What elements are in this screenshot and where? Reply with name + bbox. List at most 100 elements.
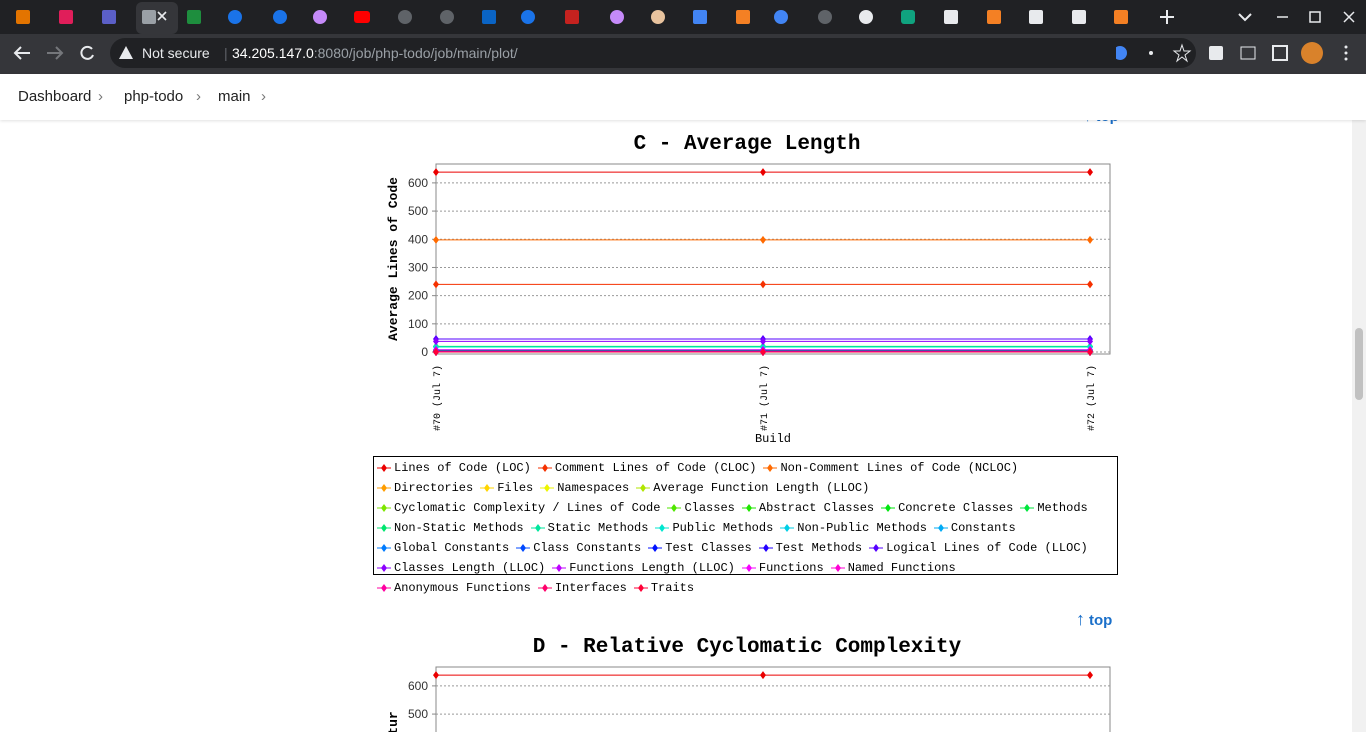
forward-button[interactable] [47, 46, 64, 60]
legend-marker [780, 524, 795, 532]
legend-label: Cyclomatic Complexity / Lines of Code [394, 501, 661, 515]
data-point [1087, 168, 1093, 177]
legend-label: Files [497, 481, 534, 495]
legend-label: Constants [950, 521, 1016, 535]
breadcrumb[interactable]: php-todo [124, 88, 184, 105]
new-tab[interactable] [1160, 10, 1174, 24]
plot-area [435, 666, 1111, 732]
legend-label: Average Function Length (LLOC) [653, 481, 870, 495]
legend-marker [741, 504, 756, 512]
data-point [433, 235, 439, 244]
legend-label: Non-Public Methods [797, 521, 927, 535]
x-tick-label: #71 (Jul 7) [759, 365, 771, 431]
x-tick-label: #72 (Jul 7) [1086, 365, 1098, 431]
x-tick-label: #70 (Jul 7) [432, 365, 444, 431]
legend-marker [869, 544, 884, 552]
data-point [760, 280, 766, 289]
legend-item: Files [480, 478, 533, 498]
reload-button[interactable] [80, 45, 94, 60]
legend-item: Cyclomatic Complexity / Lines of Code [377, 498, 660, 518]
address-bar[interactable]: Not secure | 34.205.147.0:8080/job/php-t… [110, 38, 1196, 68]
legend-marker [537, 584, 552, 592]
legend-marker [552, 564, 567, 572]
legend-label: Test Methods [775, 541, 863, 555]
data-point [1087, 280, 1093, 289]
breadcrumb-bar: Dashboard › php-todo › main › [0, 74, 1366, 120]
legend-label: Comment Lines of Code (CLOC) [554, 461, 757, 475]
legend-marker [480, 484, 495, 492]
y-tick-label: 600 [408, 176, 428, 190]
legend-label: Interfaces [554, 581, 627, 595]
tab-search[interactable] [1238, 13, 1252, 22]
legend-item: Functions [741, 558, 824, 578]
legend-item: Class Constants [516, 538, 641, 558]
legend-item: Abstract Classes [741, 498, 875, 518]
legend-item: Classes Length (LLOC) [377, 558, 545, 578]
legend-label: Global Constants [394, 541, 510, 555]
y-tick-label: 300 [408, 260, 428, 274]
legend-label: Functions Length (LLOC) [569, 561, 735, 575]
y-tick-label: 400 [408, 232, 428, 246]
legend-item: Named Functions [830, 558, 956, 578]
data-point [760, 235, 766, 244]
data-point [1087, 337, 1093, 346]
breadcrumb[interactable]: main [218, 88, 251, 105]
legend-label: Functions [758, 561, 824, 575]
data-point [760, 671, 766, 680]
legend-marker [537, 464, 552, 472]
security-label[interactable]: Not secure [142, 45, 210, 61]
back-button[interactable] [13, 46, 30, 60]
data-point [433, 280, 439, 289]
legend-label: Abstract Classes [758, 501, 875, 515]
chart-title: D - Relative Cyclomatic Complexity [533, 636, 962, 659]
data-point [433, 337, 439, 346]
legend-item: Interfaces [537, 578, 627, 598]
warning-icon [119, 46, 133, 59]
y-tick-label: 600 [408, 679, 428, 693]
legend-marker [933, 524, 948, 532]
legend-marker [741, 564, 756, 572]
scrollbar[interactable] [1352, 74, 1366, 732]
legend-marker [530, 524, 545, 532]
legend-item: Functions Length (LLOC) [552, 558, 735, 578]
y-tick-label: 200 [408, 289, 428, 303]
y-axis-label: Average Lines of Code [386, 177, 401, 341]
legend-item: Comment Lines of Code (CLOC) [537, 458, 757, 478]
tab-close[interactable] [157, 11, 167, 21]
data-point [760, 168, 766, 177]
legend-item: Public Methods [655, 518, 773, 538]
breadcrumb[interactable]: Dashboard [18, 88, 92, 105]
y-axis-label: y by Structur [386, 711, 401, 732]
legend-marker [377, 504, 391, 512]
legend-label: Directories [394, 481, 474, 495]
tab-icons [16, 2, 1355, 34]
omnibox-icons [1116, 43, 1192, 63]
legend-label: Logical Lines of Code (LLOC) [886, 541, 1088, 555]
legend-marker [881, 504, 896, 512]
url-host: 34.205.147.0 [232, 45, 314, 61]
legend-marker [540, 484, 555, 492]
nav-buttons [13, 45, 94, 60]
data-point [1087, 235, 1093, 244]
y-tick-label: 0 [421, 345, 428, 359]
legend-label: Anonymous Functions [394, 581, 531, 595]
x-axis-label: Build [755, 432, 791, 446]
legend-marker [633, 584, 648, 592]
top-link[interactable]: ↑top [1076, 609, 1113, 629]
legend-item: Average Function Length (LLOC) [636, 478, 869, 498]
url-path: :8080/job/php-todo/job/main/plot/ [313, 45, 518, 61]
legend-label: Namespaces [557, 481, 630, 495]
maximize[interactable] [1309, 11, 1321, 23]
legend-item: Test Classes [648, 538, 752, 558]
y-tick-label: 100 [408, 317, 428, 331]
data-point [1087, 671, 1093, 680]
legend-label: Class Constants [533, 541, 642, 555]
toolbar: Not secure | 34.205.147.0:8080/job/php-t… [0, 34, 1366, 74]
plot-area [435, 163, 1111, 355]
y-tick-label: 500 [408, 204, 428, 218]
legend-marker [758, 544, 773, 552]
data-point [1087, 348, 1093, 357]
legend-label: Lines of Code (LOC) [394, 461, 531, 475]
close-window[interactable] [1343, 11, 1355, 23]
